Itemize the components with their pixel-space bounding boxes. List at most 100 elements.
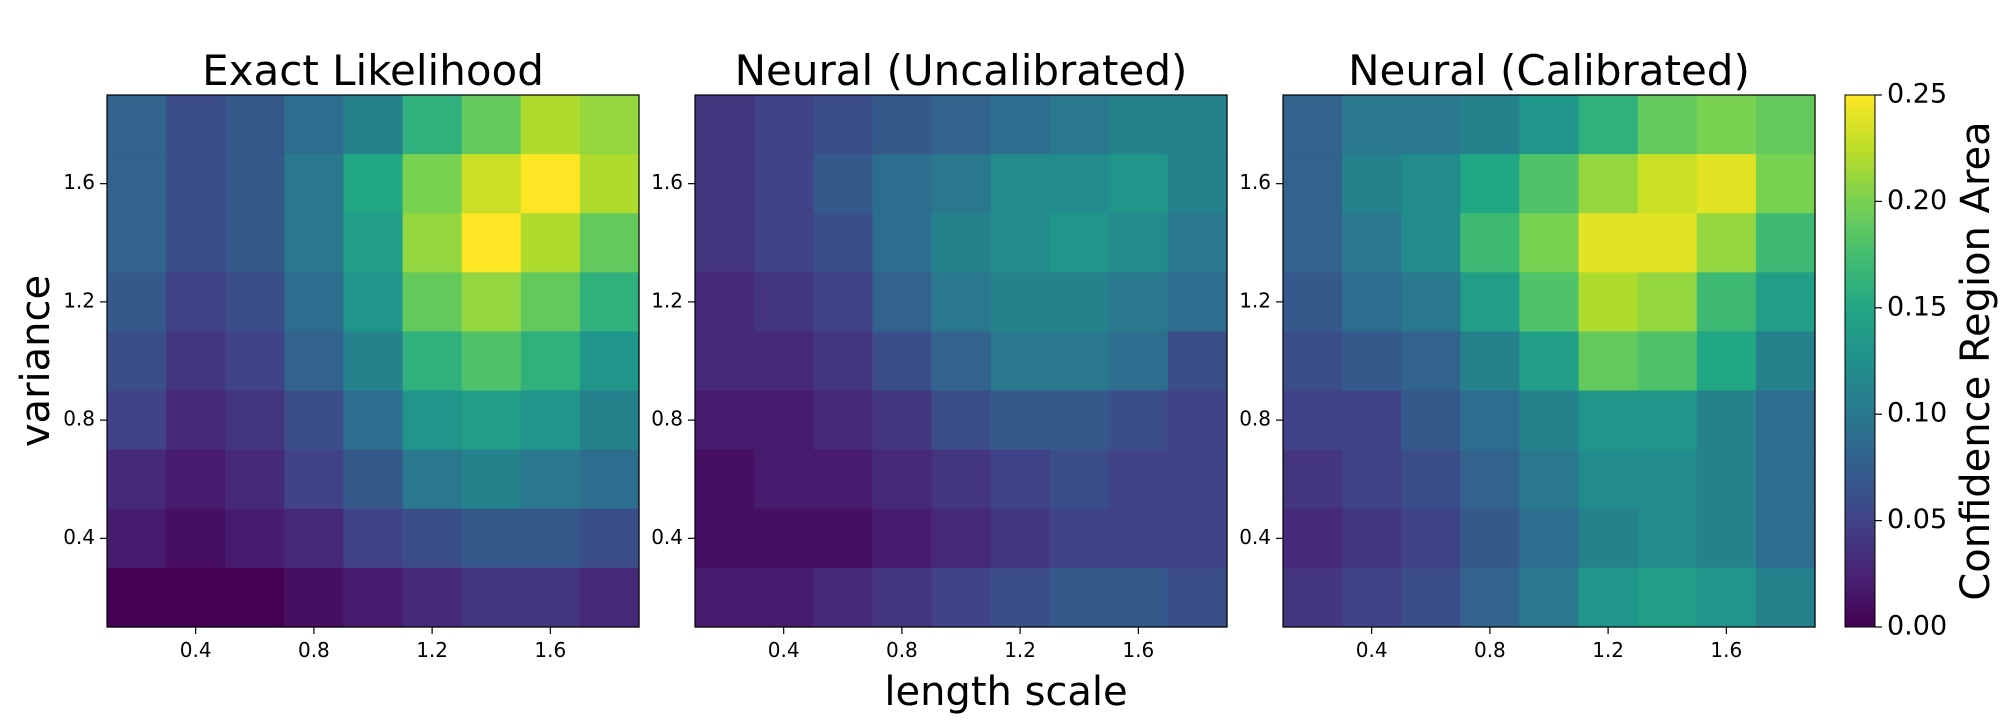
heatmap-cell [1578,272,1639,333]
heatmap-cell [990,449,1051,510]
colorbar-gradient [1844,94,1876,628]
heatmap-cell [813,95,873,155]
heatmap-cell [695,390,755,451]
panel-title: Exact Likelihood [202,46,544,95]
heatmap-cell [1283,449,1343,510]
heatmap-cell [1637,567,1698,628]
x-tick-label: 1.2 [416,638,448,662]
heatmap-cell [461,95,522,155]
colorbar-tick-label: 0.05 [1887,504,1947,535]
heatmap-cell [1342,272,1402,333]
heatmap-cell [343,567,404,628]
heatmap-cell [461,213,522,273]
heatmap-cell [225,272,285,333]
heatmap-cell [225,154,285,214]
heatmap-cell [931,449,992,510]
heatmap-cell [872,95,933,155]
panel-title: Neural (Uncalibrated) [735,46,1188,95]
heatmap-cell [402,508,463,569]
heatmap-cell [1108,567,1169,628]
heatmap-cell [166,449,226,510]
heatmap-cell [1283,331,1343,392]
heatmap-cell [1578,213,1639,273]
heatmap-cell [1696,449,1757,510]
heatmap-cell [813,154,873,214]
heatmap-cell [1167,331,1228,392]
heatmap-cell [1460,449,1521,510]
heatmap-cell [1755,567,1816,628]
heatmap-cell [1342,449,1402,510]
heatmap-cell [520,213,581,273]
heatmap-cell [1578,508,1639,569]
y-axis-label: variance [13,275,59,447]
colorbar-tick-label: 0.25 [1887,79,1947,110]
heatmap-cell [990,390,1051,451]
heatmap-cell [1755,213,1816,273]
heatmap-cell [284,449,345,510]
heatmap-cell [1108,508,1169,569]
heatmap-cell [1519,213,1580,273]
heatmap-cell [754,272,814,333]
heatmap-cell [1696,331,1757,392]
heatmap-cell [520,390,581,451]
heatmap-cell [754,95,814,155]
heatmap-cell [1283,213,1343,273]
plot-frame [694,94,1228,628]
heatmap-cell [343,390,404,451]
panel-title: Neural (Calibrated) [1348,46,1750,95]
y-tick-label: 0.4 [63,525,95,549]
x-tick-label: 0.8 [298,638,330,662]
heatmap-cell [872,154,933,214]
y-tick-label: 1.2 [63,288,95,312]
x-tick-label: 0.4 [768,638,800,662]
heatmap-cell [1401,390,1461,451]
heatmap-cell [990,272,1051,333]
heatmap-cell [931,331,992,392]
heatmap-cell [1578,567,1639,628]
heatmap-cell [1049,213,1110,273]
heatmap-cell [1401,272,1461,333]
y-tick-label: 0.4 [651,525,683,549]
heatmap-cell [107,272,167,333]
y-tick-label: 0.4 [1239,525,1271,549]
heatmap-cell [1637,390,1698,451]
heatmap-cell [1637,154,1698,214]
heatmap-cell [1460,154,1521,214]
heatmap-cell [1049,95,1110,155]
heatmap-cell [402,154,463,214]
heatmap-cell [1108,213,1169,273]
heatmap-cell [1460,567,1521,628]
heatmap-cell [107,567,167,628]
heatmap-cell [1460,213,1521,273]
heatmap-cell [990,154,1051,214]
heatmap-cell [1696,508,1757,569]
heatmap-cell [402,449,463,510]
heatmap-cell [166,95,226,155]
heatmap-cell [695,567,755,628]
heatmap-cell [695,508,755,569]
heatmap-cell [343,272,404,333]
heatmap-cell [1637,213,1698,273]
colorbar-tick-label: 0.00 [1887,611,1947,642]
heatmap-cell [1755,449,1816,510]
heatmap-cell [579,390,640,451]
heatmap-cell [754,331,814,392]
heatmap-cell [1637,449,1698,510]
heatmap-cell [813,508,873,569]
heatmap-cell [1401,154,1461,214]
heatmap-cell [1342,154,1402,214]
heatmap-cell [579,213,640,273]
heatmap-cell [695,449,755,510]
heatmap-cell [1696,272,1757,333]
x-tick-label: 0.4 [180,638,212,662]
heatmap-cell [1283,567,1343,628]
heatmap-cell [284,331,345,392]
heatmap-cell [343,213,404,273]
heatmap-cell [1283,95,1343,155]
heatmap-cell [1578,95,1639,155]
heatmap-cell [579,449,640,510]
heatmap-cell [813,567,873,628]
heatmap-cell [1578,390,1639,451]
heatmap-cell [931,272,992,333]
heatmap-cell [520,272,581,333]
